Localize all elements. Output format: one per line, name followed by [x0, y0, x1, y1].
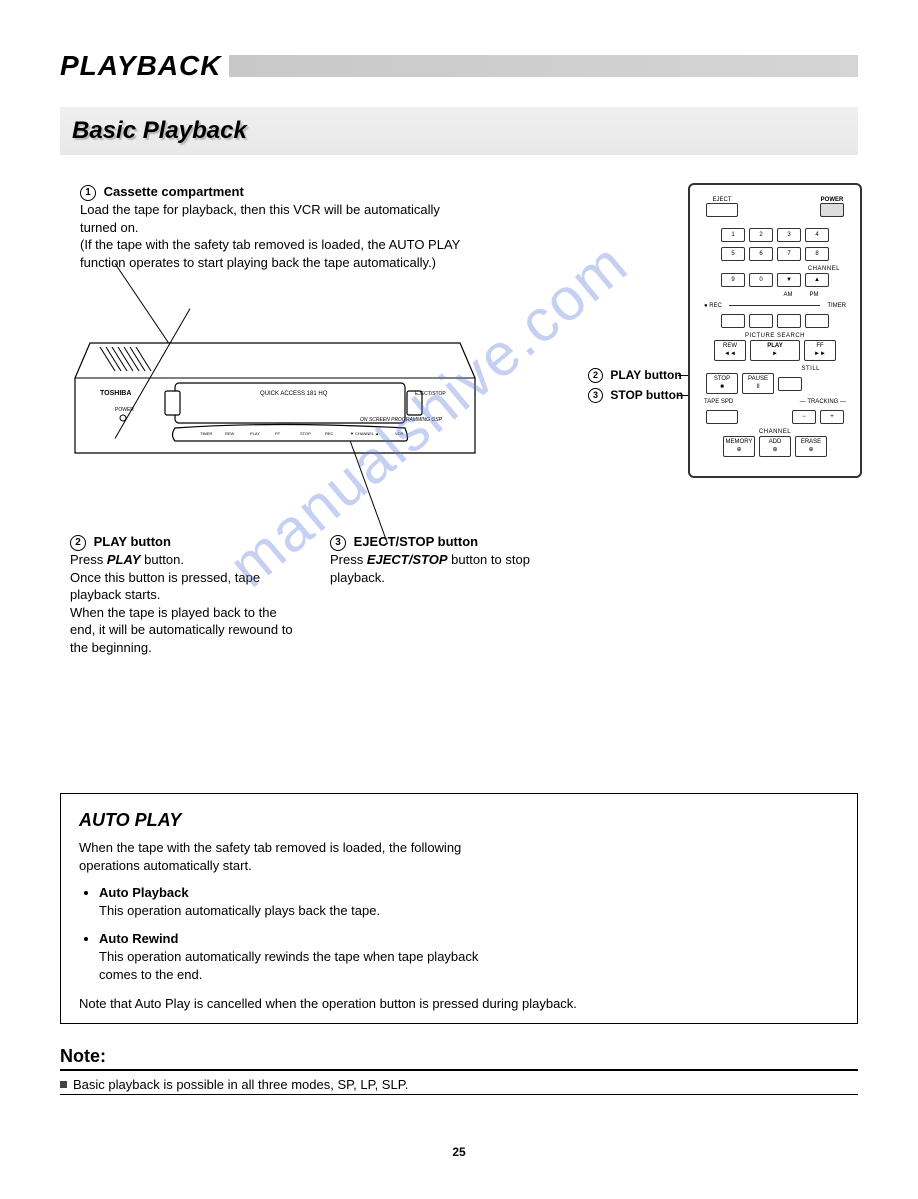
- remote-stop-btn: STOP ■: [706, 373, 738, 394]
- remote-ff-btn: FF ►►: [804, 340, 836, 361]
- section-title: Basic Playback: [72, 117, 247, 144]
- callout-num-1: 1: [80, 185, 96, 201]
- remote-timer: [805, 314, 829, 328]
- svg-text:FF: FF: [275, 431, 280, 436]
- remote-track-minus: −: [792, 410, 816, 424]
- auto-item: Auto Playback This operation automatical…: [99, 884, 839, 920]
- remote-erase-btn: ERASE ⊕: [795, 436, 827, 457]
- svg-text:REC: REC: [325, 431, 334, 436]
- remote-num: 2: [749, 228, 773, 242]
- remote-still-btn: [778, 377, 802, 391]
- callout-title-1: Cassette compartment: [104, 184, 244, 199]
- left-column: 1 Cassette compartment Load the tape for…: [60, 183, 578, 663]
- note-rule: [60, 1094, 858, 1095]
- svg-text:VCR: VCR: [395, 431, 404, 436]
- callout-play: 2 PLAY button Press PLAY button. Once th…: [70, 533, 300, 656]
- remote-eject-btn: [706, 203, 738, 217]
- svg-text:REW: REW: [225, 431, 235, 436]
- remote-num: 8: [805, 247, 829, 261]
- remote-rew-btn: REW ◄◄: [714, 340, 746, 361]
- remote-pause-btn: PAUSE II: [742, 373, 774, 394]
- vcr-osp-label: ON SCREEN PROGRAMMING OSP: [360, 417, 443, 423]
- auto-play-box: AUTO PLAY When the tape with the safety …: [60, 793, 858, 1024]
- remote-rec: [749, 314, 773, 328]
- callout-cassette: 1 Cassette compartment Load the tape for…: [80, 183, 480, 271]
- remote-num: 3: [777, 228, 801, 242]
- auto-play-heading: AUTO PLAY: [79, 808, 839, 833]
- svg-text:PLAY: PLAY: [250, 431, 260, 436]
- remote-control: EJECT POWER 1 2 3 4 5 6: [688, 183, 862, 478]
- remote-ch-down: ▼: [777, 273, 801, 287]
- vcr-brand: TOSHIBA: [100, 390, 131, 397]
- svg-text:STOP: STOP: [300, 431, 311, 436]
- remote-tapespd-btn: [706, 410, 738, 424]
- vcr-illustration: TOSHIBA POWER QUICK ACCESS 181 HQ EJECT/…: [60, 323, 480, 483]
- remote-num: 0: [749, 273, 773, 287]
- page-title: PLAYBACK: [60, 50, 229, 82]
- remote-ch-up: ▲: [805, 273, 829, 287]
- header-stripe: [229, 55, 858, 77]
- remote-label-play: 2 PLAY button: [588, 368, 682, 383]
- square-bullet-icon: [60, 1081, 67, 1088]
- callout-body-1a: Load the tape for playback, then this VC…: [80, 202, 440, 235]
- remote-play-btn: PLAY ►: [750, 340, 800, 361]
- callout-num-3: 3: [330, 535, 346, 551]
- callout-num-2: 2: [70, 535, 86, 551]
- vcr-eject-label: EJECT/STOP: [415, 391, 446, 397]
- callout-eject: 3 EJECT/STOP button Press EJECT/STOP but…: [330, 533, 530, 586]
- remote-power-btn: [820, 203, 844, 217]
- remote-add-btn: ADD ⊕: [759, 436, 791, 457]
- callout-title-3: EJECT/STOP button: [354, 534, 478, 549]
- note-heading: Note:: [60, 1046, 858, 1071]
- remote-rec: [721, 314, 745, 328]
- remote-num: 1: [721, 228, 745, 242]
- callout-body-2a: Once this button is pressed, tape playba…: [70, 570, 260, 603]
- header-bar: PLAYBACK: [60, 50, 858, 82]
- note-body: Basic playback is possible in all three …: [73, 1077, 408, 1092]
- callout-title-2: PLAY button: [94, 534, 171, 549]
- section-header-box: Basic Playback: [60, 107, 858, 155]
- remote-num: 9: [721, 273, 745, 287]
- remote-num: 6: [749, 247, 773, 261]
- svg-text:TIMER: TIMER: [200, 431, 213, 436]
- callout-body-2b: When the tape is played back to the end,…: [70, 605, 293, 655]
- svg-text:▼ CHANNEL ▲: ▼ CHANNEL ▲: [350, 431, 379, 436]
- remote-memory-btn: MEMORY ⊕: [723, 436, 755, 457]
- auto-play-intro: When the tape with the safety tab remove…: [79, 839, 479, 875]
- vcr-qa-label: QUICK ACCESS 181 HQ: [260, 391, 328, 397]
- right-column: 2 PLAY button 3 STOP button EJECT POWER: [598, 183, 858, 663]
- remote-num: 7: [777, 247, 801, 261]
- remote-track-plus: +: [820, 410, 844, 424]
- remote-rec: [777, 314, 801, 328]
- remote-num: 4: [805, 228, 829, 242]
- note-section: Note: Basic playback is possible in all …: [60, 1046, 858, 1095]
- auto-play-footer: Note that Auto Play is cancelled when th…: [79, 995, 839, 1013]
- content-row: 1 Cassette compartment Load the tape for…: [60, 183, 858, 663]
- remote-label-stop: 3 STOP button: [588, 388, 683, 403]
- remote-num: 5: [721, 247, 745, 261]
- page-number: 25: [60, 1145, 858, 1159]
- auto-item: Auto Rewind This operation automatically…: [99, 930, 839, 985]
- callout-body-1b: (If the tape with the safety tab removed…: [80, 237, 460, 270]
